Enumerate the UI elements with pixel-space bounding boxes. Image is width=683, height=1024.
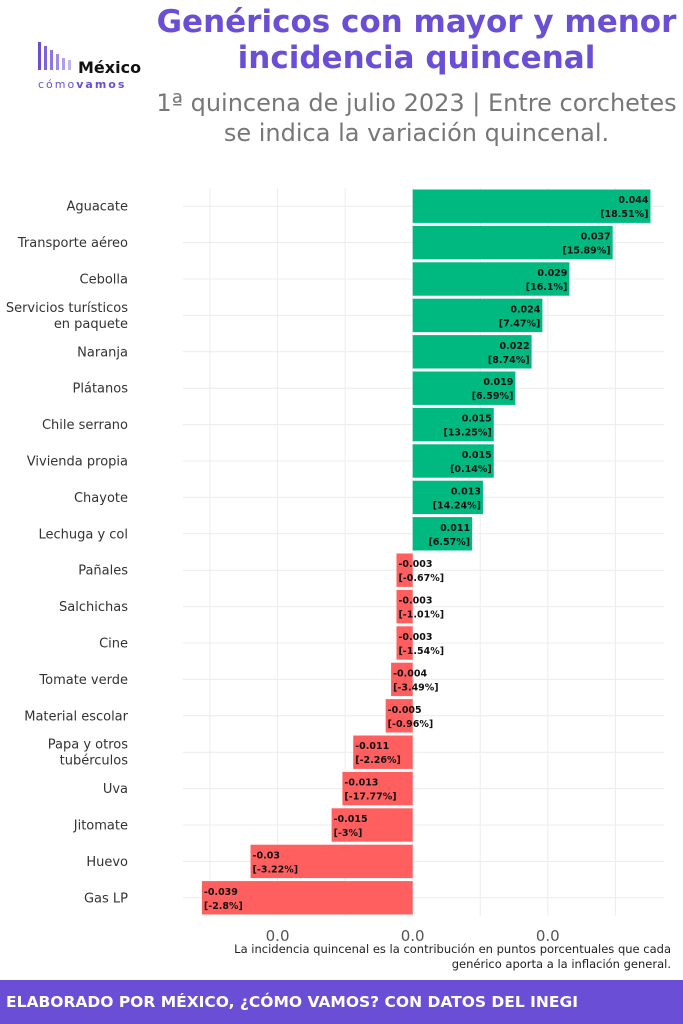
data-label-value: -0.015 — [334, 814, 368, 825]
bar — [412, 335, 532, 369]
data-label-value: 0.015 — [462, 450, 492, 461]
chart-subtitle: 1ª quincena de julio 2023 | Entre corche… — [156, 89, 677, 147]
bar — [412, 189, 651, 223]
category-label: Chayote — [74, 491, 128, 506]
data-label-variation: [-2.26%] — [355, 755, 401, 766]
data-label-value: 0.044 — [618, 195, 648, 206]
category-label: Lechuga y col — [38, 527, 128, 542]
bar — [412, 225, 613, 260]
data-label-value: -0.003 — [398, 632, 432, 643]
bar — [385, 699, 413, 733]
category-label: Gas LP — [84, 891, 128, 906]
data-label-variation: [-0.96%] — [388, 719, 434, 730]
bar — [342, 771, 413, 806]
mexico-como-vamos-logo: México cómovamos — [36, 38, 152, 94]
category-label: Naranja — [77, 345, 128, 360]
category-label: Uva — [103, 782, 128, 797]
bar — [412, 517, 473, 551]
category-label: Salchichas — [59, 600, 128, 615]
data-label-value: 0.015 — [462, 414, 492, 425]
data-label-value: -0.003 — [398, 559, 432, 570]
category-label: Transporte aéreo — [17, 236, 128, 251]
bar — [412, 480, 483, 515]
footer-credit: ELABORADO POR MÉXICO, ¿CÓMO VAMOS? CON D… — [0, 980, 683, 1024]
category-label: en paquete — [54, 317, 128, 332]
category-label: Servicios turísticos — [6, 301, 128, 316]
data-label-variation: [-3%] — [334, 828, 363, 839]
data-label-variation: [-3.49%] — [393, 682, 439, 693]
data-label-value: 0.022 — [500, 341, 530, 352]
category-label: Chile serrano — [42, 418, 128, 433]
data-label-value: 0.024 — [510, 304, 540, 315]
logo-bars-icon — [38, 42, 71, 70]
bar — [412, 444, 494, 478]
category-label: Papa y otros — [48, 738, 128, 753]
chart-title: Genéricos con mayor y menor incidencia q… — [156, 4, 677, 76]
bar-chart: Aguacate 0.044 [18.51%] Transporte aéreo 0.0… — [6, 188, 664, 942]
bar — [201, 881, 413, 915]
data-label-variation: [16.1%] — [526, 282, 568, 293]
data-label-value: -0.039 — [204, 887, 238, 898]
data-label-variation: [13.25%] — [443, 428, 491, 439]
bar — [412, 298, 543, 333]
data-label-variation: [-1.01%] — [398, 610, 444, 621]
x-tick-label: 0.0 — [266, 927, 290, 942]
data-label-value: 0.013 — [451, 486, 481, 497]
category-label: Material escolar — [24, 709, 128, 724]
data-label-value: 0.011 — [440, 523, 470, 534]
category-label: tubérculos — [60, 754, 129, 769]
data-label-value: 0.037 — [581, 232, 611, 243]
data-label-variation: [-0.67%] — [398, 573, 444, 584]
category-label: Jitomate — [73, 819, 128, 834]
data-label-variation: [14.24%] — [433, 500, 481, 511]
bar — [396, 626, 413, 660]
category-label: Plátanos — [73, 382, 129, 397]
bar — [391, 662, 413, 697]
category-label: Aguacate — [66, 200, 128, 215]
category-label: Pañales — [78, 564, 128, 579]
data-label-variation: [8.74%] — [488, 355, 530, 366]
bar — [396, 553, 413, 587]
data-label-variation: [15.89%] — [562, 246, 610, 257]
data-label-variation: [-1.54%] — [398, 646, 444, 657]
data-label-value: -0.003 — [398, 596, 432, 607]
bar — [250, 844, 413, 879]
category-label: Tomate verde — [38, 673, 128, 688]
data-label-value: 0.029 — [537, 268, 567, 279]
data-label-variation: [0.14%] — [450, 464, 492, 475]
chart-footnote: La incidencia quincenal es la contribuci… — [234, 942, 671, 971]
data-label-value: -0.004 — [393, 668, 427, 679]
data-label-variation: [18.51%] — [600, 209, 648, 220]
data-label-variation: [6.59%] — [472, 391, 514, 402]
data-label-variation: [-3.22%] — [253, 864, 299, 875]
x-tick-label: 0.0 — [536, 927, 560, 942]
logo-name: México — [78, 58, 142, 77]
category-label: Cine — [99, 637, 128, 652]
bar — [331, 808, 413, 842]
logo-tagline: cómovamos — [38, 78, 127, 91]
data-label-value: -0.005 — [388, 705, 422, 716]
data-label-value: -0.011 — [355, 741, 389, 752]
data-label-value: 0.019 — [483, 377, 513, 388]
category-label: Vivienda propia — [27, 455, 128, 470]
x-tick-label: 0.0 — [401, 927, 425, 942]
data-label-value: -0.03 — [253, 850, 280, 861]
bar — [396, 589, 413, 624]
data-label-variation: [-17.77%] — [344, 792, 396, 803]
category-label: Cebolla — [80, 273, 128, 288]
bar — [412, 371, 516, 405]
category-label: Huevo — [86, 855, 128, 870]
data-label-value: -0.013 — [344, 778, 378, 789]
bar — [412, 262, 570, 296]
bar — [412, 407, 494, 442]
data-label-variation: [7.47%] — [499, 318, 541, 329]
data-label-variation: [6.57%] — [428, 537, 470, 548]
bar — [353, 735, 413, 769]
data-label-variation: [-2.8%] — [204, 901, 243, 912]
